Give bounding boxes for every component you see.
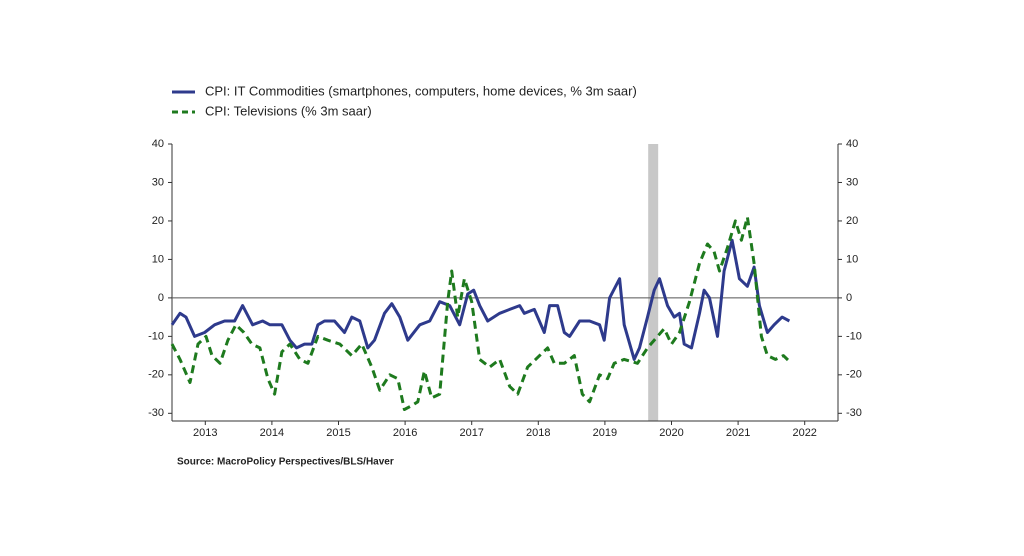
y-tick-label: 10 xyxy=(152,253,164,265)
x-tick-label: 2013 xyxy=(193,427,217,439)
y-tick-label: 30 xyxy=(152,176,164,188)
x-tick-label: 2017 xyxy=(459,427,483,439)
series-line xyxy=(170,215,793,411)
x-tick-label: 2018 xyxy=(526,427,550,439)
x-tick-label: 2014 xyxy=(260,427,284,439)
y2-tick-label: -20 xyxy=(846,369,862,381)
y-tick-label: -30 xyxy=(148,407,164,419)
legend-label: CPI: IT Commodities (smartphones, comput… xyxy=(205,83,637,98)
x-tick-label: 2016 xyxy=(393,427,417,439)
y2-tick-label: 20 xyxy=(846,215,858,227)
y-tick-label: 40 xyxy=(152,138,164,150)
y-tick-label: -20 xyxy=(148,369,164,381)
y2-tick-label: 10 xyxy=(846,253,858,265)
x-tick-label: 2020 xyxy=(659,427,683,439)
legend-label: CPI: Televisions (% 3m saar) xyxy=(205,103,372,118)
x-tick-label: 2022 xyxy=(792,427,816,439)
y2-tick-label: -30 xyxy=(846,407,862,419)
recession-shading xyxy=(648,144,659,421)
series-line xyxy=(170,238,791,361)
x-tick-label: 2019 xyxy=(593,427,617,439)
y-tick-label: 0 xyxy=(158,292,164,304)
y2-tick-label: 0 xyxy=(846,292,852,304)
y-tick-label: 20 xyxy=(152,215,164,227)
x-tick-label: 2015 xyxy=(326,427,350,439)
x-tick-label: 2021 xyxy=(726,427,750,439)
source-note: Source: MacroPolicy Perspectives/BLS/Hav… xyxy=(177,457,394,468)
y2-tick-label: 40 xyxy=(846,138,858,150)
y-tick-label: -10 xyxy=(148,330,164,342)
y2-tick-label: 30 xyxy=(846,176,858,188)
y2-tick-label: -10 xyxy=(846,330,862,342)
